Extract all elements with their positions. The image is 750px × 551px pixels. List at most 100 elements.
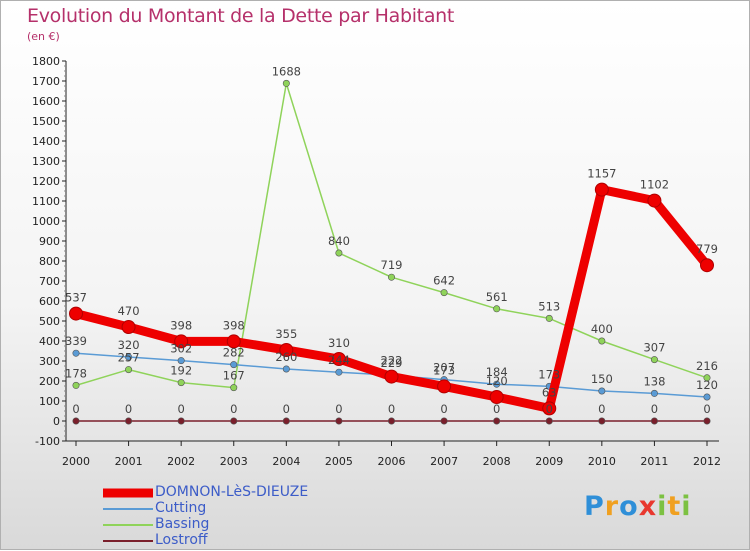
data-point-lostroff: [125, 417, 133, 425]
data-label-cutting: 120: [696, 378, 718, 392]
data-label-cutting: 302: [170, 342, 192, 356]
data-label-bassing: 840: [328, 234, 350, 248]
y-tick-label: 1600: [32, 95, 60, 108]
x-tick-label: 2003: [220, 455, 248, 468]
y-tick-label: 1200: [32, 175, 60, 188]
data-label-bassing: 257: [118, 351, 140, 365]
data-point-lostroff: [440, 417, 448, 425]
data-label-lostroff: 0: [283, 402, 290, 416]
data-label-domnon-l-s-dieuze: 222: [381, 354, 403, 368]
data-point-lostroff: [387, 417, 395, 425]
legend-swatch-lostroff: [103, 540, 153, 542]
legend-label-domnon: DOMNON-LèS-DIEUZE: [155, 484, 309, 500]
data-label-cutting: 138: [643, 374, 665, 388]
data-label-cutting: 282: [223, 346, 245, 360]
data-point-cutting: [335, 368, 343, 376]
data-point-lostroff: [598, 417, 606, 425]
y-tick-label: 800: [39, 255, 60, 268]
data-point-lostroff: [230, 417, 238, 425]
data-label-cutting: 260: [275, 350, 297, 364]
data-point-domnon-l-s-dieuze: [489, 390, 504, 404]
data-point-cutting: [177, 357, 185, 365]
data-point-domnon-l-s-dieuze: [647, 193, 662, 208]
data-point-bassing: [335, 249, 343, 257]
data-label-lostroff: 0: [125, 402, 132, 416]
legend-swatch-domnon: [103, 488, 153, 498]
data-point-domnon-l-s-dieuze: [594, 182, 609, 197]
data-point-lostroff: [335, 417, 343, 425]
data-label-domnon-l-s-dieuze: 1157: [587, 167, 616, 181]
legend-swatch-cutting: [103, 508, 153, 510]
data-point-domnon-l-s-dieuze: [542, 401, 557, 416]
data-label-domnon-l-s-dieuze: 537: [65, 291, 87, 305]
data-label-lostroff: 0: [440, 402, 447, 416]
data-label-bassing: 561: [486, 290, 508, 304]
y-tick-label: 400: [39, 335, 60, 348]
data-label-lostroff: 0: [388, 402, 395, 416]
data-point-lostroff: [72, 417, 80, 425]
data-point-domnon-l-s-dieuze: [174, 334, 189, 349]
data-label-cutting: 184: [486, 365, 508, 379]
x-tick-label: 2008: [483, 455, 511, 468]
data-label-lostroff: 0: [230, 402, 237, 416]
y-tick-label: 1800: [32, 55, 60, 68]
chart-title: Evolution du Montant de la Dette par Hab…: [27, 5, 455, 27]
data-point-lostroff: [545, 417, 553, 425]
data-point-domnon-l-s-dieuze: [384, 369, 399, 384]
data-label-lostroff: 0: [598, 402, 605, 416]
legend-swatch-bassing: [103, 524, 153, 526]
data-label-cutting: 207: [433, 361, 455, 375]
data-label-bassing: 216: [696, 359, 718, 373]
data-label-bassing: 642: [433, 274, 455, 288]
x-tick-label: 2007: [430, 455, 458, 468]
y-tick-label: 1700: [32, 75, 60, 88]
data-point-bassing: [598, 337, 606, 345]
data-label-lostroff: 0: [335, 402, 342, 416]
y-tick-label: 900: [39, 235, 60, 248]
data-point-bassing: [230, 384, 238, 392]
y-tick-label: 1500: [32, 115, 60, 128]
data-label-bassing: 178: [65, 366, 87, 380]
y-tick-label: 500: [39, 315, 60, 328]
data-point-lostroff: [703, 417, 711, 425]
x-tick-label: 2010: [588, 455, 616, 468]
data-label-lostroff: 0: [546, 402, 553, 416]
y-tick-label: 700: [39, 275, 60, 288]
data-point-bassing: [703, 374, 711, 382]
x-tick-label: 2011: [640, 455, 668, 468]
data-point-bassing: [387, 273, 395, 281]
data-label-domnon-l-s-dieuze: 470: [118, 304, 140, 318]
data-label-domnon-l-s-dieuze: 398: [223, 318, 245, 332]
data-label-domnon-l-s-dieuze: 1102: [640, 178, 669, 192]
data-point-cutting: [125, 353, 133, 361]
data-label-lostroff: 0: [72, 402, 79, 416]
data-label-cutting: 244: [328, 353, 350, 367]
legend-label-bassing: Bassing: [155, 516, 210, 532]
data-label-cutting: 339: [65, 334, 87, 348]
data-point-domnon-l-s-dieuze: [279, 343, 294, 357]
data-point-domnon-l-s-dieuze: [121, 320, 136, 334]
data-label-cutting: 229: [381, 356, 403, 370]
data-label-domnon-l-s-dieuze: 310: [328, 336, 350, 350]
data-label-bassing: 400: [591, 322, 613, 336]
x-tick-label: 2001: [115, 455, 143, 468]
proxiti-logo: Proxiti: [584, 491, 692, 522]
data-label-cutting: 150: [591, 372, 613, 386]
data-point-bassing: [282, 79, 290, 87]
data-point-domnon-l-s-dieuze: [69, 306, 83, 321]
data-point-cutting: [282, 365, 290, 373]
data-label-bassing: 307: [643, 341, 665, 355]
data-label-lostroff: 0: [703, 402, 710, 416]
data-point-bassing: [650, 356, 658, 364]
data-label-bassing: 192: [170, 364, 192, 378]
legend-label-lostroff: Lostroff: [155, 532, 208, 548]
data-point-lostroff: [650, 417, 658, 425]
data-point-bassing: [493, 305, 501, 313]
y-tick-label: 1100: [32, 195, 60, 208]
data-label-bassing: 719: [381, 258, 403, 272]
data-point-cutting: [598, 387, 606, 395]
y-tick-label: 200: [39, 375, 60, 388]
data-point-cutting: [493, 380, 501, 388]
y-tick-label: 100: [39, 395, 60, 408]
